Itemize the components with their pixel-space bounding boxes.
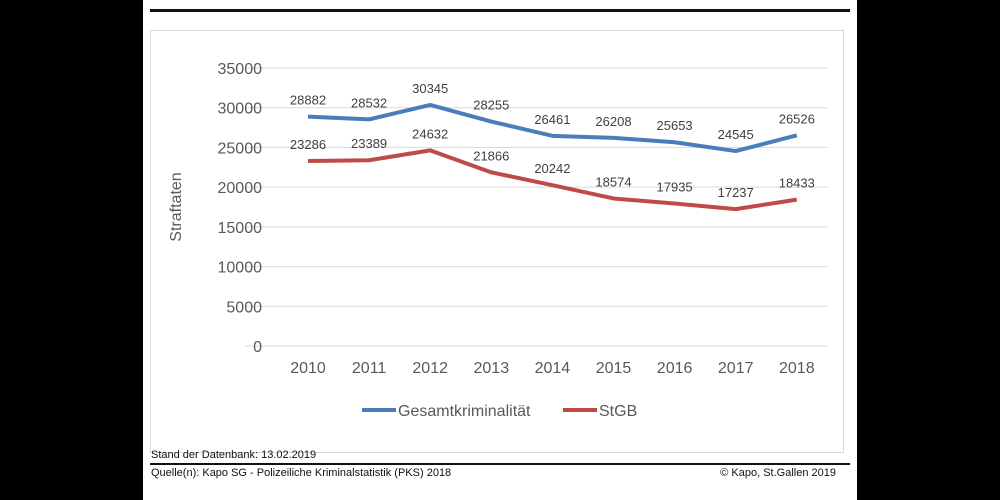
data-label: 28532 <box>351 95 387 110</box>
data-label: 17935 <box>657 180 693 195</box>
data-label: 26526 <box>779 111 815 126</box>
data-label: 30345 <box>412 81 448 96</box>
x-tick-label: 2017 <box>718 360 754 377</box>
x-tick-label: 2010 <box>290 360 326 377</box>
y-tick-label: 15000 <box>218 220 263 237</box>
data-label: 25653 <box>657 118 693 133</box>
data-label: 23286 <box>290 137 326 152</box>
data-label: 20242 <box>534 161 570 176</box>
legend-label: StGB <box>599 403 637 420</box>
legend-label: Gesamtkriminalität <box>398 403 531 420</box>
database-date: Stand der Datenbank: 13.02.2019 <box>151 449 317 461</box>
x-tick-label: 2016 <box>657 360 693 377</box>
footer-divider <box>150 463 850 465</box>
data-label: 28255 <box>473 98 509 113</box>
data-label: 26461 <box>534 112 570 127</box>
series-line-gesamt <box>307 102 798 154</box>
series-line-stgb <box>307 148 798 212</box>
data-label: 18574 <box>595 174 631 189</box>
copyright-text: © Kapo, St.Gallen 2019 <box>720 467 836 479</box>
x-tick-label: 2015 <box>596 360 632 377</box>
x-tick-label: 2011 <box>352 360 387 377</box>
y-axis-title: Straftaten <box>168 172 185 241</box>
data-label: 23389 <box>351 136 387 151</box>
y-tick-label: 5000 <box>226 299 262 316</box>
data-label: 21866 <box>473 148 509 163</box>
source-text: Quelle(n): Kapo SG - Polizeiliche Krimin… <box>151 467 452 479</box>
data-label: 24545 <box>718 127 754 142</box>
y-tick-label: 35000 <box>218 61 263 78</box>
y-tick-label: 20000 <box>218 180 263 197</box>
data-label: 24632 <box>412 126 448 141</box>
y-tick-label: 0 <box>253 339 262 356</box>
chart-frame <box>150 30 844 453</box>
data-label: 28882 <box>290 93 326 108</box>
x-tick-label: 2012 <box>412 360 448 377</box>
data-label: 17237 <box>718 185 754 200</box>
top-divider <box>150 9 850 12</box>
data-label: 18433 <box>779 176 815 191</box>
x-tick-label: 2018 <box>779 360 815 377</box>
y-tick-label: 10000 <box>218 260 263 277</box>
x-tick-label: 2014 <box>535 360 571 377</box>
y-tick-label: 30000 <box>218 101 263 118</box>
x-tick-label: 2013 <box>474 360 510 377</box>
data-label: 26208 <box>595 114 631 129</box>
y-tick-label: 25000 <box>218 140 263 157</box>
